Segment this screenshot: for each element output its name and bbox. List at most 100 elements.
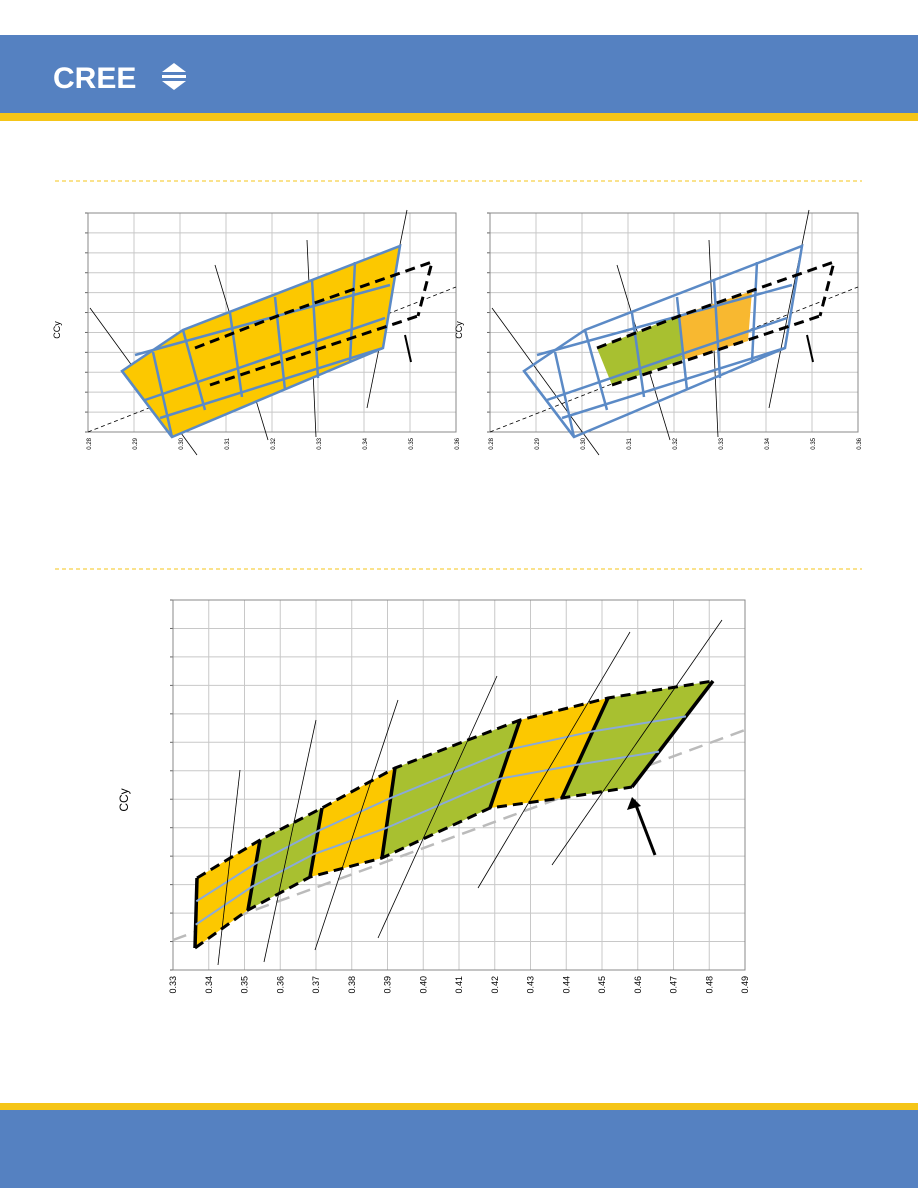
guide-line <box>159 346 384 420</box>
guide-line <box>768 209 810 409</box>
bin-outline <box>209 314 419 387</box>
x-tick-label: 0.34 <box>765 437 771 449</box>
plot-frame <box>489 212 859 433</box>
x-tick-label: 0.36 <box>857 437 863 449</box>
x-tick-label: 0.35 <box>811 437 817 449</box>
x-tick-label: 0.33 <box>719 437 725 449</box>
x-tick-label: 0.40 <box>418 976 428 994</box>
bin-green <box>597 315 682 385</box>
guide-line <box>806 334 814 363</box>
bin-outline <box>194 259 435 350</box>
x-tick-label: 0.36 <box>455 437 461 449</box>
guide-line <box>491 307 600 456</box>
header-stripe <box>0 113 918 121</box>
guide-line <box>546 316 788 402</box>
guide-line <box>193 877 199 949</box>
x-tick-label: 0.29 <box>535 437 541 449</box>
x-tick-label: 0.41 <box>454 976 464 994</box>
x-tick-label: 0.30 <box>179 437 185 449</box>
guide-line <box>217 769 241 966</box>
x-tick-label: 0.44 <box>561 976 571 994</box>
logo-icon <box>162 63 186 90</box>
x-tick-label: 0.28 <box>87 437 93 449</box>
footer-stripe <box>0 1103 918 1110</box>
x-tick-label: 0.47 <box>669 976 679 994</box>
guide-line <box>404 334 412 363</box>
guide-line <box>712 279 722 379</box>
guide-line <box>273 296 287 391</box>
bin-area <box>120 244 402 439</box>
x-tick-label: 0.38 <box>347 976 357 994</box>
y-axis-label: CCy <box>117 788 131 811</box>
guide-line <box>380 767 397 859</box>
guide-line <box>488 719 522 809</box>
bin-area <box>248 808 322 910</box>
x-tick-label: 0.48 <box>704 976 714 994</box>
guide-line <box>310 279 320 379</box>
header-band <box>0 35 918 113</box>
bin-area <box>382 720 520 858</box>
guide-line <box>583 329 609 411</box>
x-tick-label: 0.35 <box>409 437 415 449</box>
x-tick-label: 0.36 <box>275 976 285 994</box>
guide-line <box>314 699 399 951</box>
guide-line <box>561 346 786 420</box>
x-tick-label: 0.31 <box>225 437 231 449</box>
guide-line <box>228 312 244 398</box>
guide-line <box>560 697 610 799</box>
guide-line <box>181 329 207 411</box>
x-tick-label: 0.35 <box>240 976 250 994</box>
bin-grid <box>195 715 687 903</box>
x-tick-label: 0.46 <box>633 976 643 994</box>
x-tick-label: 0.32 <box>271 437 277 449</box>
x-tick-label: 0.34 <box>363 437 369 449</box>
guide-line <box>523 370 575 438</box>
bin-outline <box>194 785 633 950</box>
x-tick-label: 0.43 <box>526 976 536 994</box>
guide-line <box>750 261 759 363</box>
x-tick-label: 0.49 <box>740 976 750 994</box>
guide-line <box>246 839 262 911</box>
guide-line <box>263 719 317 963</box>
y-axis-label: CCy <box>52 321 62 339</box>
guide-line <box>632 799 657 856</box>
guide-line <box>121 370 173 438</box>
x-tick-label: 0.31 <box>627 437 633 449</box>
x-tick-label: 0.45 <box>597 976 607 994</box>
x-tick-label: 0.37 <box>311 976 321 994</box>
bin-area <box>310 768 395 877</box>
guide-line <box>134 283 391 357</box>
x-tick-label: 0.39 <box>383 976 393 994</box>
guide-line <box>477 631 631 889</box>
bin-area <box>195 840 260 948</box>
guide-line <box>536 283 793 357</box>
guide-line <box>308 807 324 878</box>
guide-line <box>144 316 386 402</box>
x-tick-label: 0.30 <box>581 437 587 449</box>
guide-line <box>630 679 715 789</box>
bin-grid <box>195 750 660 926</box>
arrow-head <box>627 797 641 810</box>
x-tick-label: 0.29 <box>133 437 139 449</box>
plot-frame <box>87 212 457 433</box>
guide-line <box>675 296 689 391</box>
x-tick-label: 0.33 <box>168 976 178 994</box>
bin-outline <box>611 314 821 387</box>
bin-outline <box>196 679 714 880</box>
x-tick-label: 0.34 <box>204 976 214 994</box>
x-tick-label: 0.33 <box>317 437 323 449</box>
y-axis-label: CCy <box>454 321 464 339</box>
guide-line <box>551 619 723 866</box>
bin-area <box>562 681 713 798</box>
x-tick-label: 0.42 <box>490 976 500 994</box>
guide-line <box>377 675 498 939</box>
guide-line <box>630 312 646 398</box>
footer-band <box>0 1110 918 1188</box>
guide-line <box>348 261 357 363</box>
x-tick-label: 0.28 <box>489 437 495 449</box>
bin-outline <box>596 259 837 350</box>
x-tick-label: 0.32 <box>673 437 679 449</box>
plot-frame <box>172 599 746 971</box>
